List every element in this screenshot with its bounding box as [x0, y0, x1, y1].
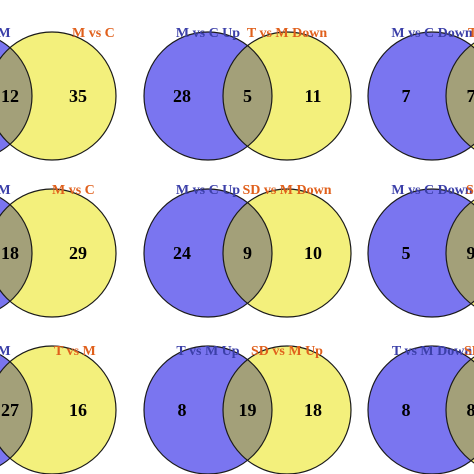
- left-set-label: M: [0, 183, 11, 198]
- right-only-count: 35: [69, 86, 87, 106]
- left-set-label: T vs M Up: [176, 344, 239, 359]
- right-circle-outline: [222, 188, 352, 318]
- overlap-count: 7: [467, 86, 474, 106]
- right-circle-outline: [445, 42, 474, 150]
- right-set-circle: [0, 189, 116, 317]
- overlap-count: 9: [467, 243, 474, 263]
- left-only-count: 7: [402, 86, 411, 106]
- left-set-label: M: [0, 344, 11, 359]
- right-set-label: T vs M: [54, 344, 96, 359]
- left-circle-outline: [143, 188, 273, 318]
- left-only-count: 8: [402, 400, 411, 420]
- right-circle-outline: [0, 345, 117, 474]
- venn-diagram: 28 5 11 M vs C Up T vs M Down: [143, 26, 352, 161]
- left-circle-outline: [0, 39, 33, 153]
- right-set-label: SD vs M Down: [242, 183, 331, 198]
- right-circle-outline: [445, 199, 474, 307]
- left-circle-outline: [143, 31, 273, 161]
- right-set-label: T: [468, 26, 474, 41]
- left-set-label: M vs C Down: [391, 183, 472, 198]
- left-set-label: M vs C Up: [176, 26, 240, 41]
- right-set-circle: [0, 346, 116, 474]
- left-set-circle: [368, 346, 474, 474]
- overlap-count: 19: [239, 400, 257, 420]
- right-only-count: 29: [69, 243, 87, 263]
- overlap-region: [0, 346, 32, 474]
- venn-diagram: 18 29 M M vs C: [0, 183, 117, 318]
- right-set-label: SD vs M Up: [251, 344, 323, 359]
- left-set-label: M vs C Down: [391, 26, 472, 41]
- overlap-count: 5: [243, 86, 252, 106]
- overlap-count: 12: [1, 86, 19, 106]
- left-circle-outline: [143, 345, 273, 474]
- right-circle-outline: [0, 188, 117, 318]
- right-only-count: 16: [69, 400, 87, 420]
- venn-diagram: 24 9 10 M vs C Up SD vs M Down: [143, 183, 352, 318]
- overlap-region: [223, 189, 272, 317]
- left-circle-outline: [367, 188, 474, 318]
- left-set-label: M vs C Up: [176, 183, 240, 198]
- venn-diagram: 12 35 M M vs C: [0, 26, 117, 161]
- venn-diagram: 8 19 18 T vs M Up SD vs M Up: [143, 344, 352, 474]
- right-set-label: M vs C: [72, 26, 115, 41]
- overlap-region: [0, 32, 32, 160]
- left-circle-outline: [0, 196, 33, 310]
- right-only-count: 11: [304, 86, 321, 106]
- right-circle-outline: [0, 31, 117, 161]
- overlap-region: [223, 32, 272, 160]
- right-set-circle: [0, 32, 116, 160]
- overlap-count: 18: [1, 243, 19, 263]
- right-only-count: 18: [304, 400, 322, 420]
- left-circle-outline: [367, 345, 474, 474]
- left-circle-outline: [367, 31, 474, 161]
- venn-diagram: 27 16 M T vs M: [0, 344, 117, 474]
- right-circle-outline: [222, 345, 352, 474]
- left-circle-outline: [0, 353, 33, 467]
- right-circle-outline: [222, 31, 352, 161]
- overlap-count: 27: [1, 400, 19, 420]
- right-set-label: SD: [466, 183, 474, 198]
- venn-diagram: 5 9 M vs C DownSD: [367, 183, 474, 318]
- right-only-count: 10: [304, 243, 322, 263]
- overlap-count: 8: [467, 400, 474, 420]
- right-set-label: M vs C: [52, 183, 95, 198]
- left-set-label: T vs M Down: [392, 344, 472, 359]
- left-only-count: 8: [178, 400, 187, 420]
- left-only-count: 5: [402, 243, 411, 263]
- left-set-label: M: [0, 26, 11, 41]
- right-circle-outline: [445, 356, 474, 464]
- right-set-label: SD: [464, 344, 474, 359]
- left-only-count: 28: [173, 86, 191, 106]
- right-set-label: T vs M Down: [247, 26, 327, 41]
- overlap-region: [223, 346, 272, 474]
- left-set-circle: [368, 189, 474, 317]
- left-set-circle: [368, 32, 474, 160]
- overlap-count: 9: [243, 243, 252, 263]
- venn-diagram: 8 8 T vs M DownSD: [367, 344, 474, 474]
- left-only-count: 24: [173, 243, 191, 263]
- overlap-region: [0, 189, 32, 317]
